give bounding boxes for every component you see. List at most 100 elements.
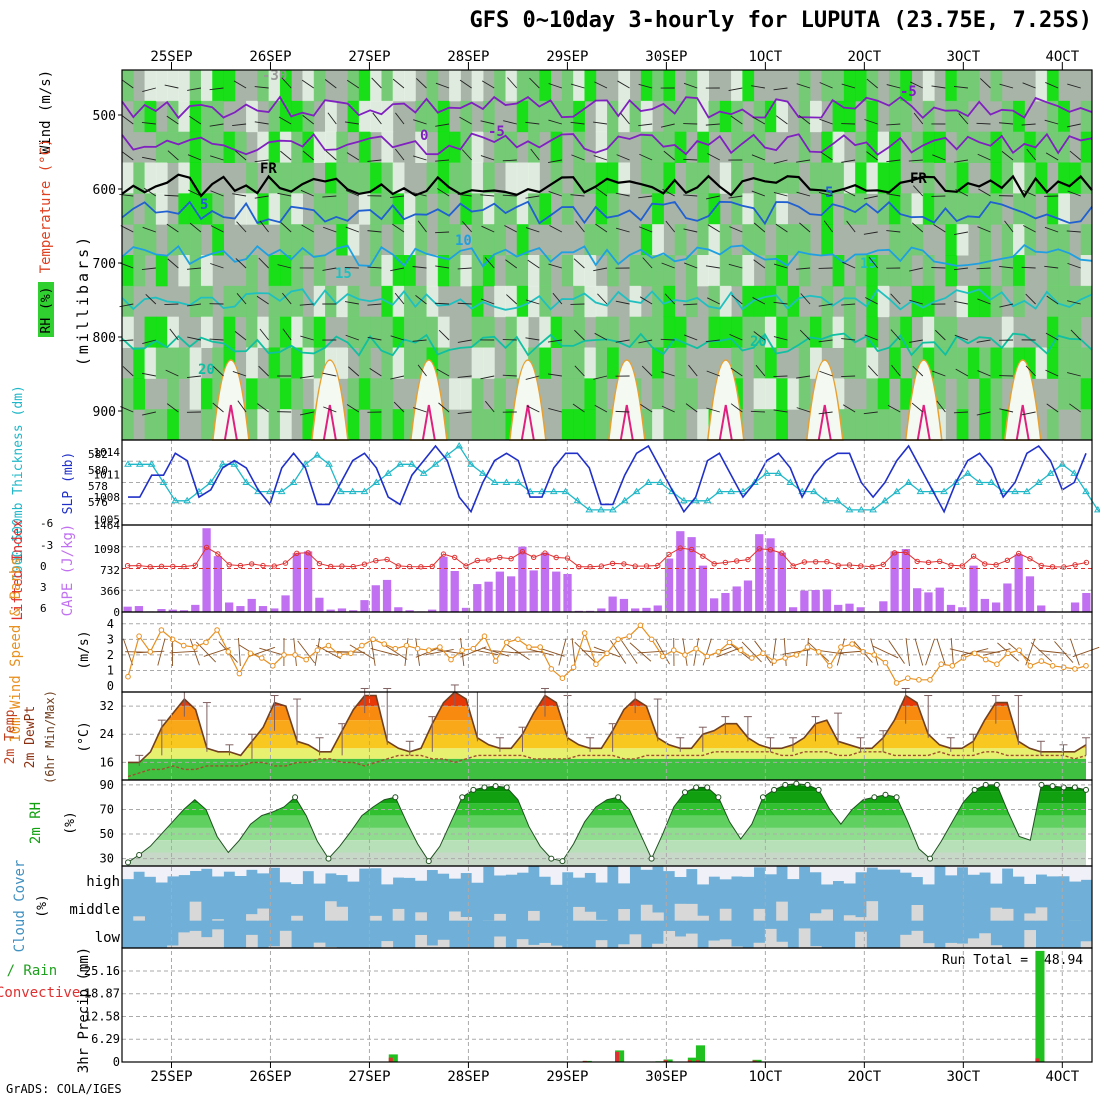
wind-barb-10m <box>1054 641 1074 663</box>
wind-speed-point <box>548 666 555 672</box>
rh-cell <box>437 347 450 379</box>
rh-cell <box>358 378 371 410</box>
cloud-clear-cell <box>776 941 788 948</box>
lifted-index-point <box>226 562 232 568</box>
rh-cell <box>291 316 303 348</box>
rh-cell <box>403 255 416 287</box>
wind-barb <box>684 262 698 269</box>
lifted-index-point <box>282 560 289 566</box>
rh-cell <box>178 131 191 163</box>
wind-speed-point <box>325 642 332 649</box>
rh-cell <box>843 285 856 318</box>
cloud-high-gap <box>494 866 506 876</box>
wind-barb <box>527 259 540 269</box>
rh-cell <box>967 285 980 318</box>
cape-bar <box>518 546 527 612</box>
rh-cell <box>1069 316 1082 348</box>
rh-cell <box>234 131 247 163</box>
wind-barb <box>617 80 630 89</box>
thickness-point <box>159 478 168 485</box>
wind-speed-point <box>1038 658 1045 664</box>
rh-cell <box>516 285 529 318</box>
cape-bar <box>236 606 245 612</box>
rh-cell <box>167 409 179 441</box>
wind-barb <box>121 79 134 89</box>
rh-cell <box>246 193 258 225</box>
wind-barb <box>457 339 472 343</box>
rh-cell <box>189 100 202 133</box>
isotherm-20 <box>121 332 1093 357</box>
lifted-index-point <box>418 564 424 570</box>
cloud-clear-cell <box>437 939 450 948</box>
thickness-point <box>644 478 653 485</box>
rh-cell <box>1058 285 1070 318</box>
pressure-tick-label: 700 <box>93 257 116 272</box>
rh-point <box>492 783 499 790</box>
rh-cell <box>956 162 969 194</box>
rh-cell <box>742 224 755 256</box>
rh-point <box>615 794 622 801</box>
rh-cell <box>922 100 935 133</box>
thickness-point <box>514 478 523 485</box>
wind-barb <box>933 224 946 233</box>
wind-barb <box>729 226 743 233</box>
wind-barb <box>615 227 630 233</box>
wind-barb <box>909 267 923 272</box>
cape-bar <box>360 600 369 612</box>
rh-cell <box>877 193 890 225</box>
lifted-index-point <box>880 561 886 568</box>
rh-cell <box>934 347 946 379</box>
rh-cell <box>291 347 303 379</box>
wind-barb <box>683 194 698 197</box>
rh-cell <box>663 162 676 194</box>
wind-barb <box>232 370 247 377</box>
rh-cell <box>268 316 281 348</box>
wind-barb-10m <box>629 642 652 662</box>
rh-cell <box>990 378 1003 410</box>
rh-cell <box>900 224 913 256</box>
precip-conv-bar <box>687 1060 692 1062</box>
lifted-index-point <box>925 559 932 566</box>
precip-total-bar <box>695 1045 705 1062</box>
wind-barb <box>886 159 901 163</box>
wind-speed-point <box>749 655 755 661</box>
wind-barb <box>457 411 472 415</box>
wind-barb <box>595 223 608 233</box>
rh-cell <box>505 162 518 194</box>
rh-cell <box>742 193 755 225</box>
wind-barb <box>575 220 585 233</box>
rh-cell <box>257 316 270 348</box>
wind-barb <box>1025 293 1036 305</box>
wind-barb-10m <box>238 638 241 666</box>
rh-cell <box>178 162 191 194</box>
wind-barb-10m <box>610 640 627 664</box>
rh-cell <box>358 70 371 102</box>
rh-cell <box>381 255 394 287</box>
rh-cell <box>652 131 664 163</box>
wind-barb <box>890 293 901 305</box>
rh-cell <box>866 162 879 194</box>
wind-barb <box>548 119 563 125</box>
wind-barb <box>1045 369 1059 377</box>
wind-barb <box>1067 83 1081 89</box>
rh-cell <box>640 162 653 194</box>
rh-cell <box>212 378 225 410</box>
rh-cell <box>392 255 405 287</box>
wind-speed-point <box>359 642 365 649</box>
cloud-high-gap <box>1024 866 1037 884</box>
precip-total-bar <box>752 1059 762 1062</box>
wind-barb <box>187 154 202 161</box>
cloud-high-gap <box>640 866 653 870</box>
lifted-index-point <box>181 563 187 570</box>
rh-cell <box>505 70 518 102</box>
wind-speed-point <box>247 650 254 657</box>
wind-barb <box>818 411 833 415</box>
rh-cell <box>302 224 315 256</box>
rh-cell <box>719 224 732 256</box>
rh-cell <box>122 70 134 102</box>
wind-speed-point <box>871 652 878 658</box>
lifted-index-point <box>440 551 447 557</box>
lifted-index-line <box>127 546 1087 568</box>
cape-bar <box>856 607 865 612</box>
rh-cell <box>573 100 585 133</box>
